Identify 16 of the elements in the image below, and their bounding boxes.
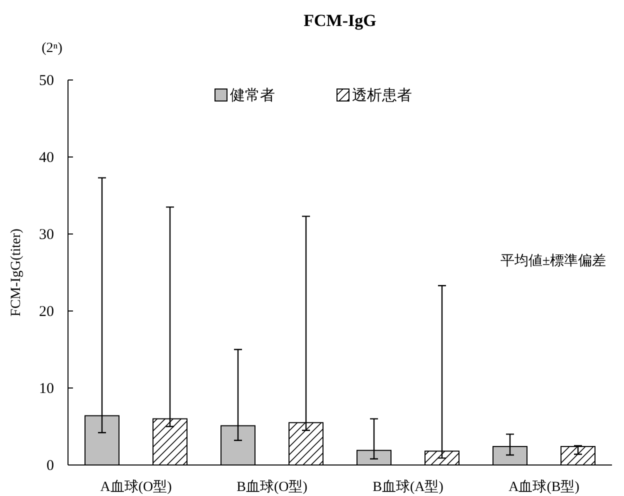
x-tick-label: B血球(A型) (372, 479, 444, 495)
y-tick-label: 40 (39, 150, 54, 166)
y-tick-label: 30 (39, 227, 54, 243)
y-tick-label: 20 (39, 304, 54, 320)
annotation: 平均値±標準偏差 (500, 253, 606, 269)
y-tick-label: 0 (46, 458, 54, 474)
legend-label: 健常者 (230, 87, 275, 104)
y-tick-label: 10 (39, 381, 54, 397)
legend-label: 透析患者 (352, 87, 412, 104)
x-tick-label: A血球(O型) (100, 479, 172, 495)
chart-title: FCM-IgG (304, 11, 376, 30)
x-tick-label: A血球(B型) (508, 479, 580, 495)
y-tick-label: 50 (39, 73, 54, 89)
y-axis-title: FCM-IgG(titer) (9, 228, 24, 316)
text: (2ⁿ) (42, 41, 63, 56)
x-tick-label: B血球(O型) (236, 479, 308, 495)
